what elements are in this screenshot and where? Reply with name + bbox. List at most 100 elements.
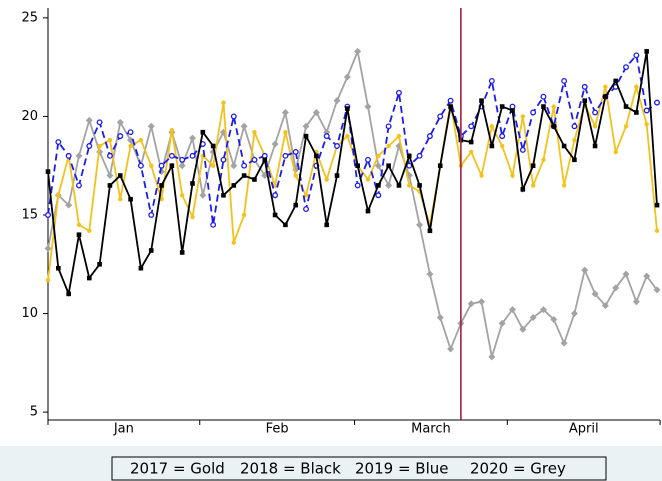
point	[210, 163, 216, 168]
point	[303, 133, 309, 139]
point	[622, 270, 630, 278]
point	[644, 122, 649, 127]
point	[45, 212, 51, 218]
point	[509, 103, 516, 110]
point	[293, 202, 299, 208]
point	[416, 152, 423, 159]
point	[581, 83, 588, 90]
point	[128, 196, 133, 202]
point	[510, 108, 515, 113]
point	[106, 172, 114, 180]
point	[582, 98, 588, 103]
point	[281, 108, 289, 116]
point	[376, 183, 381, 188]
point	[312, 108, 320, 116]
point	[221, 100, 226, 105]
point	[407, 183, 412, 188]
point	[519, 325, 527, 333]
point	[117, 173, 123, 178]
point	[56, 265, 61, 271]
point	[376, 153, 381, 159]
point	[479, 173, 484, 178]
point	[396, 183, 402, 188]
point	[416, 221, 424, 229]
point	[508, 306, 516, 314]
point	[488, 353, 496, 361]
point	[488, 77, 495, 84]
point	[189, 152, 196, 159]
point	[478, 298, 486, 306]
point	[469, 149, 474, 155]
point	[520, 114, 526, 119]
point	[551, 123, 557, 129]
point	[220, 156, 227, 163]
point	[272, 183, 278, 188]
point	[262, 157, 268, 163]
point	[147, 122, 155, 130]
point	[76, 182, 82, 189]
point	[541, 157, 546, 162]
point	[385, 123, 392, 130]
point	[272, 192, 279, 199]
point	[210, 143, 216, 149]
point	[570, 310, 578, 318]
point	[66, 291, 71, 297]
point	[241, 212, 247, 218]
point	[261, 152, 268, 159]
point	[118, 197, 123, 202]
point	[634, 84, 639, 90]
point	[293, 173, 298, 178]
point	[437, 163, 443, 169]
point	[437, 113, 444, 120]
point	[106, 152, 113, 159]
point	[149, 163, 154, 168]
point	[541, 104, 546, 109]
point	[45, 169, 51, 174]
series-line	[47, 51, 658, 298]
point	[128, 143, 133, 149]
point	[654, 228, 660, 233]
point	[283, 129, 288, 135]
point	[375, 192, 382, 199]
point	[179, 193, 185, 198]
point	[427, 228, 433, 234]
point	[355, 163, 360, 169]
point	[572, 157, 577, 163]
point	[86, 143, 93, 149]
point	[550, 315, 558, 323]
plot-background	[0, 0, 662, 446]
y-tick-label: 20	[21, 109, 38, 124]
point	[530, 163, 536, 169]
point	[190, 181, 195, 186]
point	[127, 136, 135, 144]
point	[345, 106, 350, 111]
point	[447, 97, 454, 104]
point	[499, 104, 505, 109]
point	[148, 248, 154, 253]
point	[210, 221, 217, 228]
point	[498, 319, 506, 327]
point	[613, 78, 619, 84]
point	[179, 250, 185, 255]
point	[603, 84, 608, 90]
point	[334, 143, 340, 149]
point	[169, 163, 175, 169]
point	[529, 313, 537, 321]
point	[158, 162, 165, 169]
legend-entry: 2018 = Black	[240, 460, 341, 478]
point	[499, 143, 505, 149]
point	[592, 143, 598, 149]
x-tick-label: April	[569, 422, 599, 437]
point	[65, 201, 73, 209]
point	[200, 129, 206, 135]
point	[97, 143, 102, 149]
point	[499, 133, 506, 140]
point	[530, 109, 537, 116]
point	[189, 134, 197, 142]
point	[76, 222, 82, 228]
point	[230, 162, 238, 170]
point	[395, 89, 402, 96]
point	[654, 99, 660, 106]
point	[386, 163, 391, 169]
